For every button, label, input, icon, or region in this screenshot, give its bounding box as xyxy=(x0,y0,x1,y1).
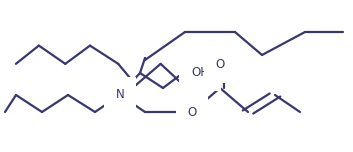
Text: OH: OH xyxy=(191,67,209,79)
Text: O: O xyxy=(187,105,197,119)
Text: O: O xyxy=(215,59,225,71)
Text: N: N xyxy=(116,88,124,102)
